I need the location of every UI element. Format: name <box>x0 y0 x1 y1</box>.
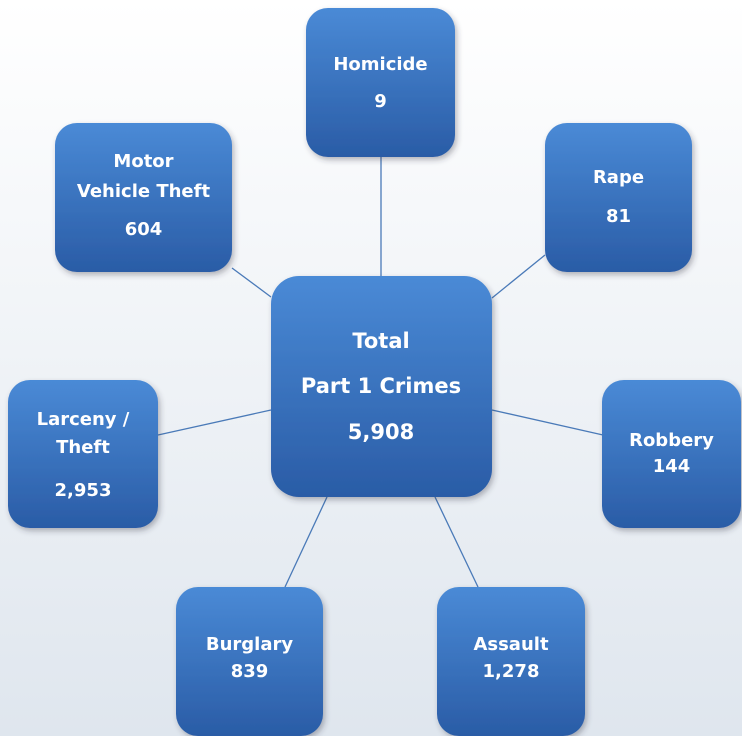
node-value: 1,278 <box>483 661 540 682</box>
node-value: 839 <box>231 661 269 682</box>
connectors <box>157 157 604 588</box>
connector <box>491 409 604 436</box>
node-label: Burglary <box>206 634 293 655</box>
center-value: 5,908 <box>348 420 414 444</box>
node-box <box>306 8 455 157</box>
connector <box>491 254 546 299</box>
node-label: Homicide <box>333 54 427 75</box>
node-box <box>8 380 158 528</box>
node-value: 144 <box>653 456 691 477</box>
node-label: Theft <box>56 437 110 458</box>
node-value: 9 <box>374 91 387 112</box>
node-value: 81 <box>606 206 631 227</box>
connector <box>157 409 272 436</box>
node-label: Motor <box>113 151 173 172</box>
node-label: Larceny / <box>37 409 130 430</box>
node-box <box>545 123 692 272</box>
center-label: Total <box>352 329 409 353</box>
connector <box>284 496 328 588</box>
connector <box>231 267 272 298</box>
node-box <box>271 276 492 497</box>
node-value: 604 <box>125 219 163 240</box>
node-label: Rape <box>593 167 644 188</box>
node-box <box>602 380 741 528</box>
node-box <box>55 123 232 272</box>
connector <box>434 496 479 588</box>
node-label: Assault <box>473 634 548 655</box>
node-box <box>437 587 585 736</box>
node-value: 2,953 <box>55 480 112 501</box>
node-label: Robbery <box>629 430 714 451</box>
node-box <box>176 587 323 736</box>
center-label: Part 1 Crimes <box>301 374 461 398</box>
node-label: Vehicle Theft <box>77 181 211 202</box>
